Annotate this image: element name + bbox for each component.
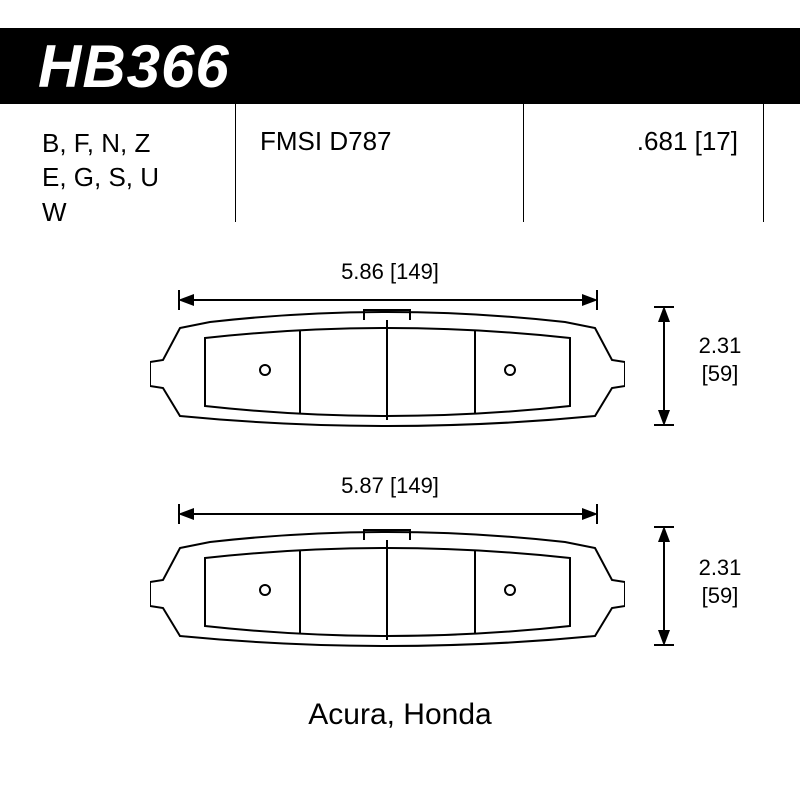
compounds-line: W bbox=[42, 195, 159, 229]
width-arrow-icon bbox=[178, 504, 598, 524]
top-height-label: 2.31 [59] bbox=[680, 332, 760, 387]
top-width-label: 5.86 [149] bbox=[300, 258, 480, 286]
brand-label: Acura, Honda bbox=[0, 698, 800, 732]
info-divider bbox=[523, 104, 524, 222]
part-number: HB366 bbox=[38, 32, 230, 101]
height-arrow-icon bbox=[654, 526, 674, 646]
bottom-height-label: 2.31 [59] bbox=[680, 554, 760, 609]
info-divider bbox=[763, 104, 764, 222]
width-arrow-icon bbox=[178, 290, 598, 310]
height-arrow-icon bbox=[654, 306, 674, 426]
dim-in: 2.31 bbox=[680, 554, 760, 582]
dim-mm: [59] bbox=[680, 360, 760, 388]
top-pad-outline bbox=[150, 308, 625, 428]
compound-codes: B, F, N, Z E, G, S, U W bbox=[42, 126, 159, 229]
dim-mm: [59] bbox=[680, 582, 760, 610]
bottom-pad-outline bbox=[150, 528, 625, 648]
bottom-width-label: 5.87 [149] bbox=[300, 472, 480, 500]
compounds-line: E, G, S, U bbox=[42, 160, 159, 194]
fmsi-number: FMSI D787 bbox=[260, 126, 392, 157]
header-band: HB366 bbox=[0, 28, 800, 104]
info-divider bbox=[235, 104, 236, 222]
compounds-line: B, F, N, Z bbox=[42, 126, 159, 160]
dim-in: 2.31 bbox=[680, 332, 760, 360]
thickness-value: .681 [17] bbox=[637, 126, 738, 157]
